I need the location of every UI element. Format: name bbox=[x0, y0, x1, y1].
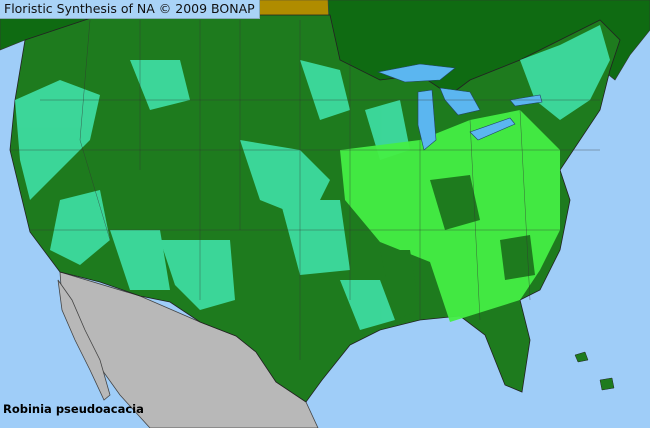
species-name: Robinia pseudoacacia bbox=[3, 402, 144, 416]
great-lakes bbox=[376, 63, 543, 151]
bahamas-islands bbox=[574, 351, 615, 391]
map-title: Floristic Synthesis of NA © 2009 BONAP bbox=[0, 0, 260, 19]
dark-patches bbox=[380, 175, 535, 320]
exotic-presence-areas bbox=[15, 25, 610, 330]
state-county-lines bbox=[10, 19, 600, 360]
baja-peninsula bbox=[57, 279, 111, 401]
